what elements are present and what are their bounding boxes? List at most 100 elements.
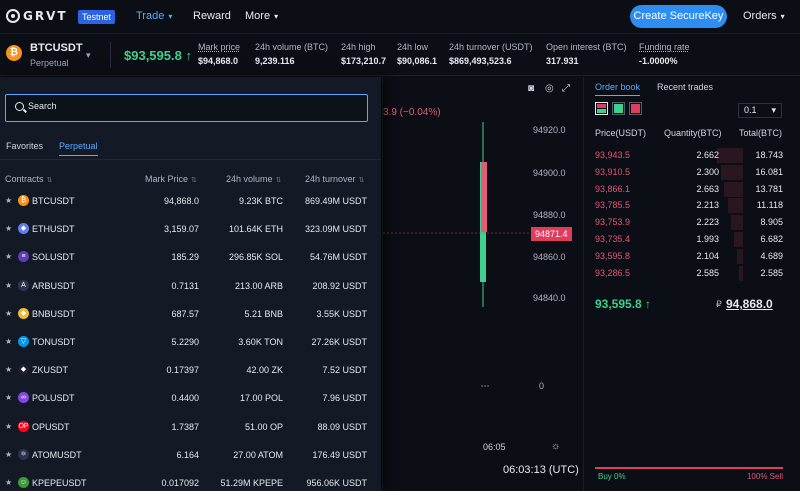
x-axis-time-label: 06:05 [483, 442, 506, 452]
favorite-star-icon[interactable]: ★ [5, 393, 13, 403]
contract-mark-price: 5.2290 [171, 337, 199, 347]
nav-trade[interactable]: Trade ▾ [136, 10, 172, 22]
grvt-logo[interactable]: GRVT [6, 9, 68, 23]
ask-swatch [631, 104, 640, 113]
nav-reward[interactable]: Reward [193, 10, 231, 22]
ticker-bar: ₿ BTCUSDT Perpetual ▾ $93,595.8 ↑ Mark p… [0, 34, 800, 76]
coin-icon: OP [18, 420, 29, 432]
chart-canvas [383, 122, 531, 387]
ask-total: 13.781 [755, 183, 783, 194]
price-chart[interactable]: 3.9 (−0.04%) ◙ ◎ ⤢ 94920.0 94900.0 94880… [382, 77, 582, 491]
col-contracts-label: Contracts [5, 174, 44, 184]
favorite-star-icon[interactable]: ★ [5, 421, 13, 431]
ask-total: 4.689 [760, 250, 783, 261]
ask-price: 93,595.8 [595, 250, 631, 261]
ask-total: 2.585 [760, 267, 783, 278]
contract-row[interactable]: ★ ≡ SOLUSDT 185.29 296.85K SOL 54.76M USDT [0, 243, 381, 271]
both-sides-view-icon[interactable] [595, 102, 608, 115]
contract-row[interactable]: ★ ▽ TONUSDT 5.2290 3.60K TON 27.26K USDT [0, 328, 381, 356]
ask-row[interactable]: 93,595.8 2.104 4.689 [584, 248, 800, 265]
contract-row[interactable]: ★ ☺ KPEPEUSDT 0.017092 51.29M KPEPE 956.06K U… [0, 469, 381, 491]
contract-24h-volume: 51.00 OP [244, 421, 283, 432]
stat-label: 24h turnover (USDT) [449, 42, 533, 52]
bitcoin-icon: ₿ [6, 45, 22, 61]
instrument-symbol[interactable]: BTCUSDT [30, 42, 83, 54]
contract-row[interactable]: ★ ∞ POLUSDT 0.4400 17.00 POL 7.96 USDT [0, 384, 381, 412]
search-box[interactable] [5, 94, 368, 122]
coin-icon: ◆ [18, 364, 29, 376]
bid-swatch [614, 104, 623, 113]
ask-row[interactable]: 93,943.5 2.662 18.743 [584, 147, 800, 164]
favorite-star-icon[interactable]: ★ [5, 224, 13, 234]
tab-divider [0, 159, 381, 160]
orders-menu[interactable]: Orders ▾ [743, 10, 785, 22]
favorite-star-icon[interactable]: ★ [5, 365, 13, 375]
tick-size-select[interactable]: 0.1 ▾ [738, 103, 782, 118]
favorite-star-icon[interactable]: ★ [5, 280, 13, 290]
stat-label: Open interest (BTC) [546, 42, 627, 52]
contract-24h-turnover: 176.49 USDT [312, 449, 367, 460]
tab-recent-trades[interactable]: Recent trades [657, 82, 714, 92]
contract-24h-volume: 42.00 ZK [246, 365, 283, 376]
contract-row[interactable]: ★ ₿ BTCUSDT 94,868.0 9.23K BTC 869.49M USDT [0, 187, 381, 215]
instrument-dropdown-icon[interactable]: ▾ [86, 50, 91, 60]
stat-label: Funding rate [639, 42, 690, 52]
stat-value: -1.0000% [639, 56, 678, 66]
contract-row[interactable]: ★ A ARBUSDT 0.7131 213.00 ARB 208.92 USDT [0, 272, 381, 300]
favorite-star-icon[interactable]: ★ [5, 478, 13, 487]
search-input[interactable] [28, 101, 328, 111]
ask-row[interactable]: 93,735.4 1.993 6.682 [584, 231, 800, 248]
chevron-down-icon: ▾ [771, 105, 776, 115]
contract-picker-panel: Favorites Perpetual Contracts⇅ Mark Pric… [0, 77, 381, 491]
contract-24h-volume: 101.64K ETH [228, 224, 283, 235]
grvt-logo-icon [6, 9, 20, 23]
contract-24h-volume: 5.21 BNB [244, 308, 283, 319]
ask-row[interactable]: 93,753.9 2.223 8.905 [584, 214, 800, 231]
favorite-star-icon[interactable]: ★ [5, 449, 13, 459]
tab-favorites[interactable]: Favorites [6, 141, 44, 151]
col-24h-volume-label: 24h volume [226, 174, 273, 184]
col-contracts[interactable]: Contracts ⇅ [5, 174, 52, 184]
favorite-star-icon[interactable]: ★ [5, 252, 13, 262]
fullscreen-icon[interactable]: ⤢ [562, 83, 570, 94]
ask-price: 93,910.5 [595, 166, 631, 177]
contract-row[interactable]: ★ ⚛ ATOMUSDT 6.164 27.00 ATOM 176.49 USDT [0, 441, 381, 469]
ask-row[interactable]: 93,910.5 2.300 16.081 [584, 164, 800, 181]
nav-more[interactable]: More ▾ [245, 10, 278, 22]
contract-24h-turnover: 54.76M USDT [309, 252, 367, 263]
instrument-type: Perpetual [30, 58, 69, 68]
time-settings-icon[interactable]: ☼ [551, 441, 561, 452]
favorite-star-icon[interactable]: ★ [5, 337, 13, 346]
ask-quantity: 2.662 [696, 150, 719, 160]
sort-icon: ⇅ [358, 177, 365, 184]
ask-row[interactable]: 93,866.1 2.663 13.781 [584, 181, 800, 198]
depth-bar [717, 148, 743, 163]
bids-only-view-icon[interactable] [612, 102, 625, 115]
create-securekey-button[interactable]: Create SecureKey [630, 5, 727, 28]
contract-row[interactable]: ★ ◆ ETHUSDT 3,159.07 101.64K ETH 323.09M USDT [0, 215, 381, 243]
contract-name: SOLUSDT [32, 252, 75, 263]
contract-row[interactable]: ★ ◆ ZKUSDT 0.17397 42.00 ZK 7.52 USDT [0, 356, 381, 384]
ask-row[interactable]: 93,286.5 2.585 2.585 [584, 265, 800, 282]
search-icon [15, 102, 24, 111]
col-mark-price[interactable]: Mark Price ⇅ [145, 174, 197, 184]
tab-perpetual[interactable]: Perpetual [59, 141, 98, 156]
camera-icon[interactable]: ◙ [528, 83, 535, 94]
tab-order-book[interactable]: Order book [595, 82, 641, 96]
col-24h-turnover[interactable]: 24h turnover ⇅ [305, 174, 364, 184]
stat-label: 24h low [397, 42, 429, 52]
contract-mark-price: 3,159.07 [163, 224, 199, 235]
contract-name: OPUSDT [32, 421, 70, 432]
ask-row[interactable]: 93,785.5 2.213 11.118 [584, 197, 800, 214]
asks-only-view-icon[interactable] [629, 102, 642, 115]
favorite-star-icon[interactable]: ★ [5, 196, 13, 205]
y-axis-tick: 94900.0 [533, 168, 566, 178]
stat-value: $869,493,523.6 [449, 56, 512, 66]
favorite-star-icon[interactable]: ★ [5, 308, 13, 318]
contract-row[interactable]: ★ ◆ BNBUSDT 687.57 5.21 BNB 3.55K USDT [0, 300, 381, 328]
settings-icon[interactable]: ◎ [545, 83, 554, 94]
contract-row[interactable]: ★ OP OPUSDT 1.7387 51.00 OP 88.09 USDT [0, 413, 381, 441]
contract-24h-turnover: 3.55K USDT [316, 308, 367, 319]
col-24h-volume[interactable]: 24h volume ⇅ [226, 174, 281, 184]
top-navbar: GRVT Testnet Trade ▾ Reward More ▾ Create … [0, 0, 800, 34]
